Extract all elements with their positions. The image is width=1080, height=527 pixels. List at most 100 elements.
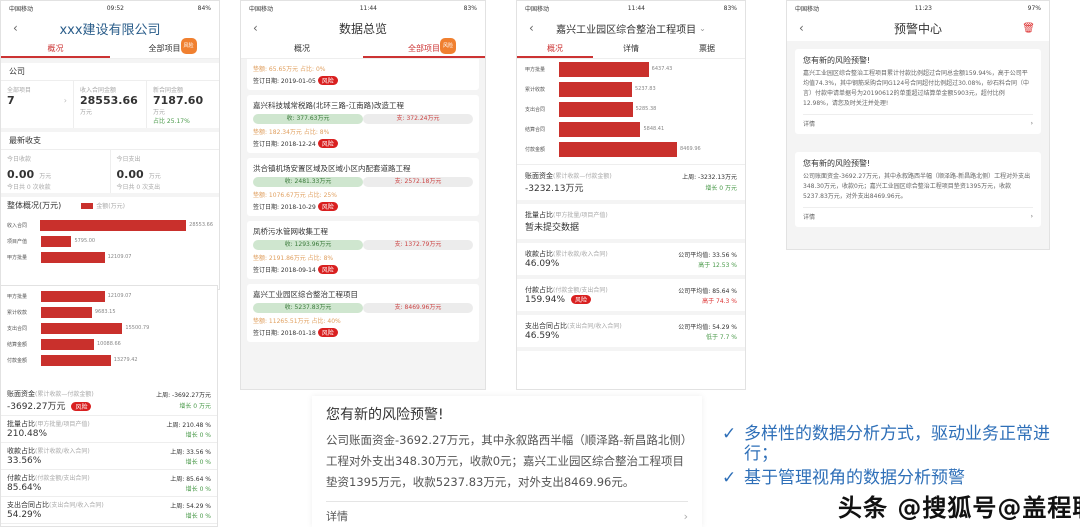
bar-label: 结算金额 (7, 341, 28, 348)
today-income[interactable]: 今日收款 0.00 万元 今日共 0 次收款 (1, 150, 111, 193)
project-card[interactable]: 洪合镇机场安置区域及区域小区内配套道路工程 收: 2481.33万元 支: 2572… (247, 158, 479, 216)
metric-change: 高于 74.3 % (702, 297, 737, 305)
chevron-right-icon: › (63, 96, 67, 105)
bar-label: 甲方批量 (7, 254, 28, 261)
bar-row: 结算合同 5848.41 (525, 119, 737, 139)
metric-change: 增长 0 万元 (705, 185, 737, 192)
metric-row[interactable]: 批量占比(甲方批量/项目产值) 暂未提交数据 (517, 204, 745, 243)
status-bar: 中国移动 11:44 83% (241, 1, 485, 15)
project-name: 凤桥污水管网收集工程 (253, 227, 328, 236)
trash-icon[interactable]: 🗑 (1022, 22, 1035, 34)
income-expense-bar: 收: 377.63万元 支: 372.24万元 (253, 114, 473, 124)
bar-row: 付款金额 8469.96 (525, 139, 737, 159)
back-icon[interactable]: ‹ (799, 21, 804, 35)
project-name: 嘉兴工业园区综合整治工程项目 (253, 290, 358, 299)
page-title: xxx建设有限公司 (59, 22, 161, 38)
advance-amount: 垫额: 1076.67万元 占比: 25% (253, 192, 337, 199)
risk-badge: 风险 (317, 139, 338, 148)
alert-card[interactable]: 您有新的风险预警! 公司账面资金-3692.27万元，其中永叙路西半幅（顺泽路-新… (795, 152, 1041, 227)
alert-detail-link[interactable]: 详情 (803, 121, 816, 128)
metric-name: 账面资金 (525, 172, 553, 180)
alert-card-enlarged[interactable]: 您有新的风险预警! 公司账面资金-3692.27万元，其中永叙路西半幅（顺泽路-… (312, 396, 702, 527)
metric-formula: (累计收款/收入合同) (553, 251, 608, 258)
expense-pill: 支: 372.24万元 (363, 114, 473, 124)
metric-value: 210.48% (7, 429, 48, 439)
tab-all-projects[interactable]: 全部项目 风险 (110, 38, 219, 58)
page-title[interactable]: 嘉兴工业园区综合整治工程项目 (556, 24, 697, 36)
project-card-partial[interactable]: 垫额: 65.65万元 占比: 0% 签订日期: 2019-01-05 风险 (247, 59, 479, 90)
metric-row[interactable]: 收款占比(累计收款/收入合同) 上周: 33.56 % 33.56% 增长 0 % (1, 443, 217, 470)
bar-value: 12109.07 (107, 254, 132, 260)
bar-value: 5795.00 (74, 238, 96, 244)
metric-row[interactable]: 账面资金(累计收款—付款金额) 上周: -3232.13万元 -3232.13万元 增… (517, 165, 745, 204)
alert-detail-link[interactable]: 详情 (803, 214, 816, 221)
metric-value: -3692.27万元 (7, 402, 66, 412)
metric-change: 增长 0 % (185, 512, 211, 520)
metric-row[interactable]: 账面资金(累计收款—付款金额) 上周: -3692.27万元 -3692.27万元风… (1, 386, 217, 416)
project-card[interactable]: 嘉兴工业园区综合整治工程项目 收: 5237.83万元 支: 8469.96万元 垫额… (247, 284, 479, 342)
income-expense-bar: 收: 2481.33万元 支: 2572.18万元 (253, 177, 473, 187)
metric-name: 付款占比 (525, 286, 553, 294)
back-icon[interactable]: ‹ (253, 21, 258, 35)
income-pill: 收: 2481.33万元 (253, 177, 363, 187)
metric-change: 增长 0 万元 (179, 403, 211, 410)
alert-body: 嘉兴工业园区综合整治工程项目累计付款比例超过合同总金额159.94%，高于公司平… (803, 70, 1030, 107)
sign-date: 签订日期: 2018-01-18 (253, 330, 316, 337)
risk-badge: 风险 (180, 38, 197, 54)
bar (41, 338, 94, 350)
metric-prev: 上周: 210.48 % (166, 421, 211, 429)
tab-all-projects[interactable]: 全部项目 风险 (363, 38, 485, 58)
bar (559, 81, 632, 97)
bar-label: 结算合同 (525, 126, 546, 133)
metric-formula: (支出合同/收入合同) (567, 323, 622, 330)
sign-date: 签订日期: 2018-12-24 (253, 141, 316, 148)
metric-prev: 公司平均值: 54.29 % (678, 323, 737, 331)
chevron-right-icon: › (1030, 213, 1033, 220)
bar (41, 290, 105, 302)
metric-change: 增长 0 % (185, 458, 211, 466)
metric-name: 支出合同占比 (525, 322, 567, 330)
metric-change: 增长 0 % (185, 485, 211, 493)
back-icon[interactable]: ‹ (529, 21, 534, 35)
stat-new-contract: 新合同金额 7187.60 万元 占比 25.17% (153, 87, 204, 125)
today-expense[interactable]: 今日支出 0.00 万元 今日共 0 次支出 (116, 156, 161, 191)
bar-row: 结算金额 10088.66 (7, 336, 211, 352)
bar-row: 累计收款 5237.83 (525, 79, 737, 99)
metric-row[interactable]: 付款占比(付款金额/支出合同) 公司平均值: 85.64 % 159.94% 风险 高于… (517, 279, 745, 315)
chevron-down-icon: ⌄ (699, 23, 706, 33)
metric-row[interactable]: 支出合同占比(支出合同/收入合同) 上周: 54.29 % 54.29% 增长 0 % (1, 497, 217, 524)
metric-prev: 上周: -3232.13万元 (682, 173, 737, 181)
metric-prev: 公司平均值: 85.64 % (678, 287, 737, 295)
project-card[interactable]: 嘉兴科技城常税路(北环三路-江南路)改造工程 收: 377.63万元 支: 372.… (247, 95, 479, 153)
tab-invoices[interactable]: 票据 (699, 44, 715, 53)
tab-overview[interactable]: 概况 (294, 44, 310, 53)
income-pill: 收: 377.63万元 (253, 114, 363, 124)
metric-value: 暂未提交数据 (525, 223, 580, 233)
stat-all-projects[interactable]: 全部项目 7 › (1, 81, 74, 128)
phone-data-overview: 中国移动 11:44 83% ‹ 数据总览 概况 全部项目 风险 垫额: 65.65万元… (240, 0, 486, 390)
bar-label: 支出合同 (7, 325, 28, 332)
risk-badge: 风险 (571, 295, 592, 304)
bar-label: 累计收款 (525, 86, 546, 93)
bar-row: 项目产值 5795.00 (7, 233, 213, 249)
alert-detail-link[interactable]: 详情 (326, 510, 348, 523)
alert-card[interactable]: 您有新的风险预警! 嘉兴工业园区综合整治工程项目累计付款比例超过合同总金额159.… (795, 49, 1041, 134)
alert-body: 公司账面资金-3692.27万元，其中永叙路西半幅（顺泽路-新昌路北侧）工程对外… (803, 173, 1031, 200)
metric-row[interactable]: 批量占比(甲方批量/项目产值) 上周: 210.48 % 210.48% 增长 0 % (1, 416, 217, 443)
alert-title: 您有新的风险预警! (326, 407, 444, 423)
tab-overview[interactable]: 概况 (1, 41, 110, 58)
legend-swatch (81, 202, 94, 209)
metric-row[interactable]: 收款占比(累计收款/收入合同) 公司平均值: 33.56 % 46.09% 高于 12… (517, 243, 745, 279)
project-card[interactable]: 凤桥污水管网收集工程 收: 1293.96万元 支: 1372.79万元 垫额: 21… (247, 221, 479, 279)
bar-label: 支出合同 (525, 106, 546, 113)
expense-pill: 支: 2572.18万元 (363, 177, 473, 187)
metric-row[interactable]: 付款占比(付款金额/支出合同) 上周: 85.64 % 85.64% 增长 0 % (1, 470, 217, 497)
bar-value: 6437.43 (651, 66, 673, 72)
back-icon[interactable]: ‹ (13, 21, 18, 35)
tab-details[interactable]: 详情 (623, 44, 639, 53)
metric-row[interactable]: 支出合同占比(支出合同/收入合同) 公司平均值: 54.29 % 46.59% 低于 … (517, 315, 745, 351)
metric-formula: (累计收款/收入合同) (35, 448, 90, 455)
bar-chart: 收入合同 28553.66 项目产值 5795.00 甲方批量 12109.07 (7, 217, 213, 265)
bar (559, 141, 677, 157)
tab-overview[interactable]: 概况 (517, 41, 593, 58)
